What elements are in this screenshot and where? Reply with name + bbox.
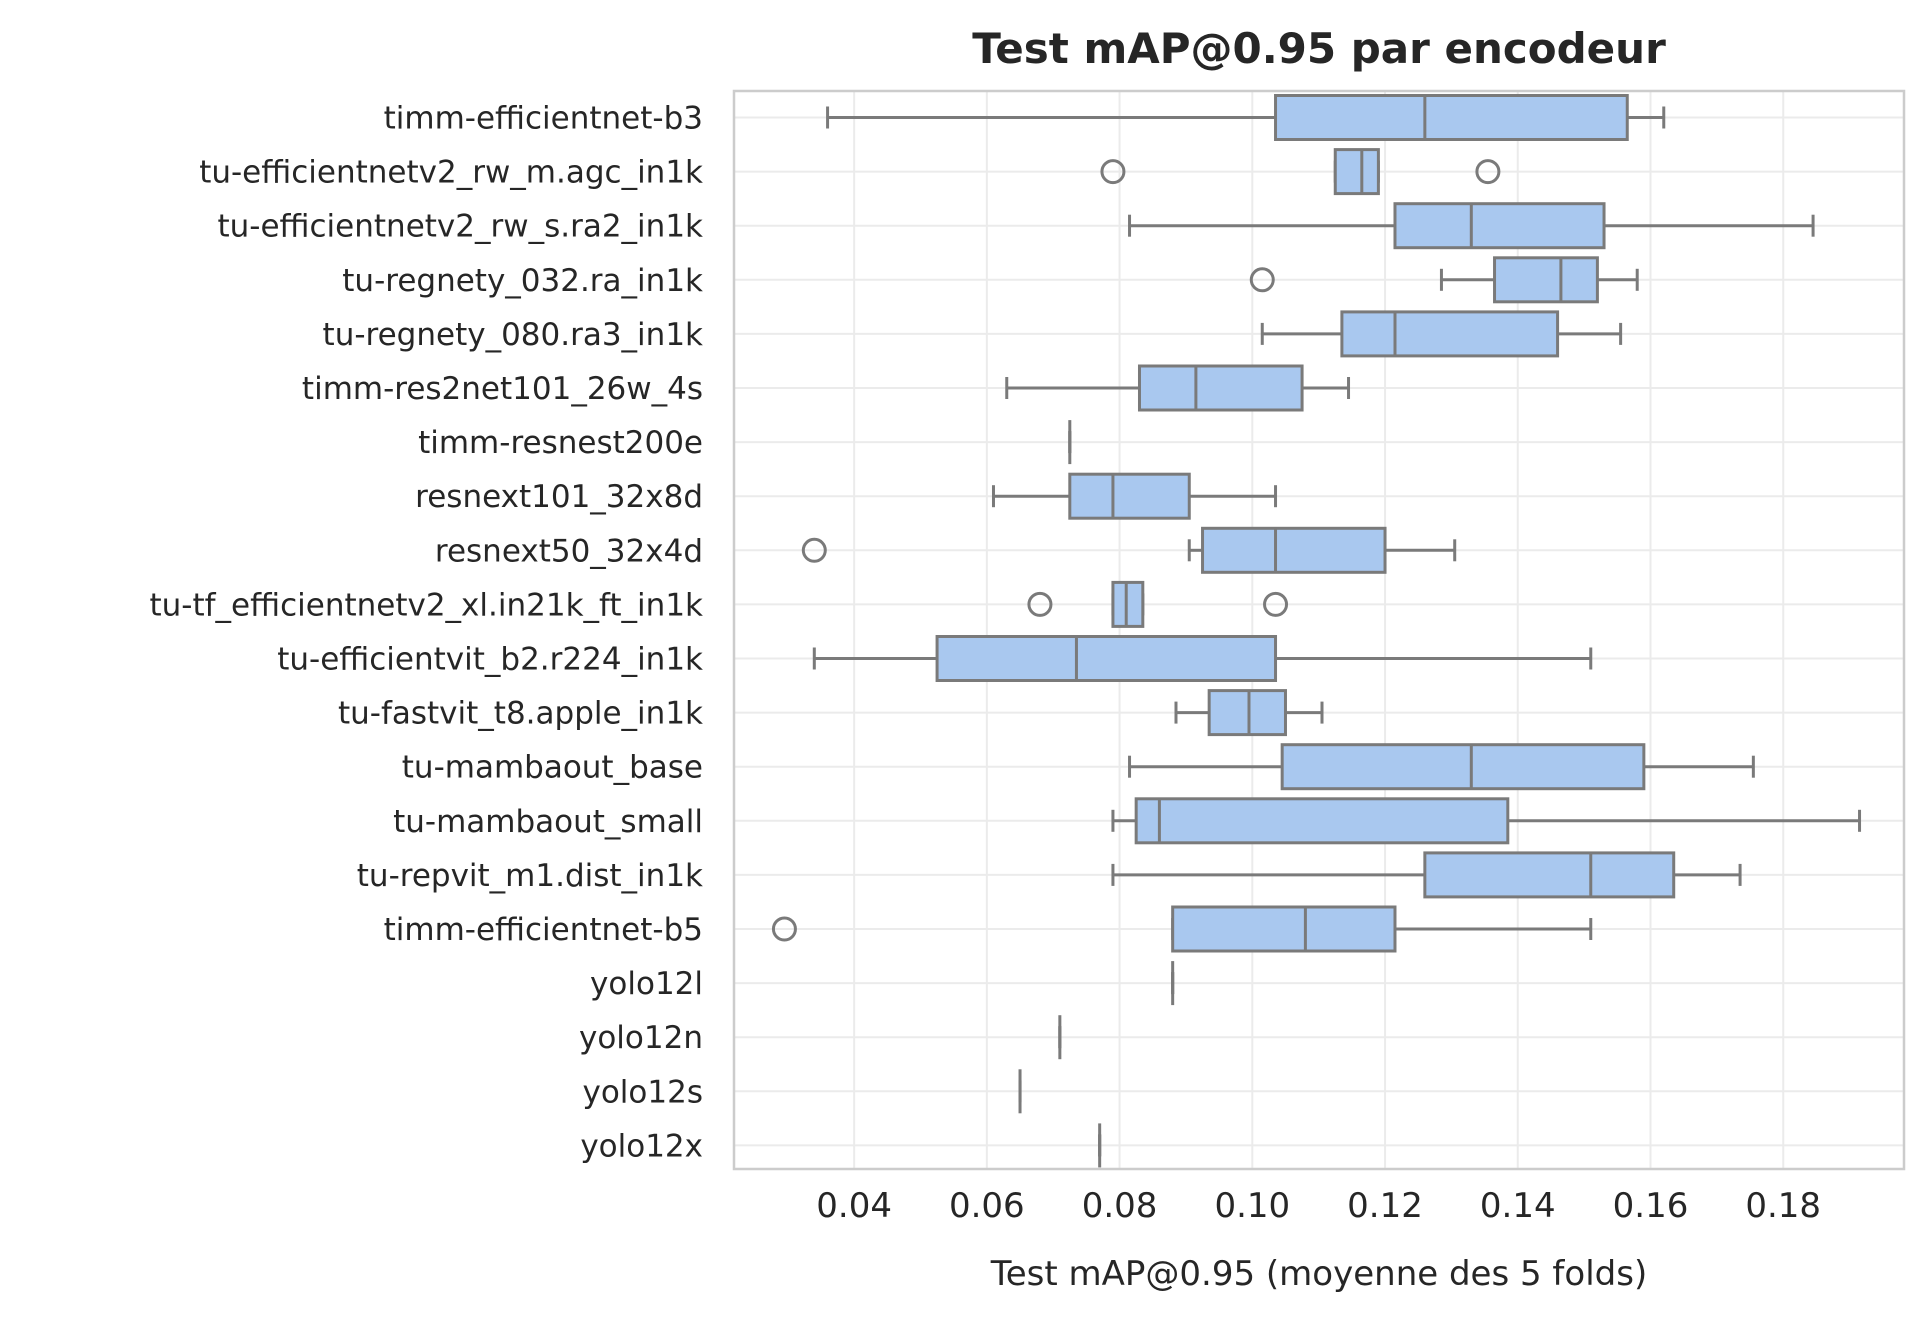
y-tick-label: tu-efficientnetv2_rw_m.agc_in1k [199,155,703,191]
y-tick-label: resnext101_32x8d [415,479,703,515]
x-tick-label: 0.12 [1347,1186,1423,1226]
x-tick-label: 0.16 [1613,1186,1689,1226]
y-tick-label: yolo12n [579,1020,703,1056]
box-iqr [1111,580,1145,628]
y-tick-label: tu-efficientnetv2_rw_s.ra2_in1k [217,209,703,245]
box-iqr [1068,472,1191,520]
outlier-point [1475,159,1501,185]
box-group [1100,148,1501,196]
y-tick-label: yolo12x [580,1128,703,1164]
chart-title: Test mAP@0.95 par encodeur [972,24,1666,73]
y-tick-label: timm-res2net101_26w_4s [302,371,703,407]
box-group [1111,851,1742,899]
box-iqr [935,635,1278,682]
outlier-point [771,916,797,942]
box-iqr [1493,256,1599,304]
y-tick-label: resnext50_32x4d [435,533,703,569]
y-tick-label: yolo12s [583,1074,704,1110]
x-tick-label: 0.06 [949,1186,1025,1226]
box-group [1249,256,1639,304]
plot-frame [732,89,1906,1171]
box-group [1027,580,1289,628]
box-iqr [1201,526,1387,574]
y-tick-label: timm-efficientnet-b3 [384,101,703,137]
box-group [771,905,1593,953]
outlier-point [1263,591,1289,617]
box-iqr [1393,202,1606,250]
box-group [812,635,1593,682]
outlier-point [1100,159,1126,185]
outlier-point [1249,267,1275,293]
y-tick-label: tu-tf_efficientnetv2_xl.in21k_ft_in1k [149,587,703,623]
box-group [1260,310,1623,358]
box-iqr [1207,689,1287,737]
box-group [1128,743,1755,791]
outlier-point [1027,591,1053,617]
box-group [1174,689,1324,737]
box-group [991,472,1278,520]
x-tick-labels: 0.04 0.06 0.08 0.10 0.12 0.14 0.16 0.18 [816,1186,1821,1226]
y-tick-label: tu-regnety_032.ra_in1k [342,263,703,299]
outlier-point [801,537,827,563]
plot-marks [771,94,1862,1168]
box-iqr [1134,797,1510,845]
y-tick-label: tu-efficientvit_b2.r224_in1k [277,642,703,678]
box-iqr [1171,905,1397,953]
x-axis-label: Test mAP@0.95 (moyenne des 5 folds) [990,1254,1647,1294]
box-iqr [1274,94,1629,141]
box-iqr [1333,148,1380,196]
box-iqr [1423,851,1676,899]
box-iqr [1280,743,1646,791]
x-tick-label: 0.18 [1745,1186,1821,1226]
box-group [1128,202,1815,250]
y-tick-label: tu-fastvit_t8.apple_in1k [338,696,703,732]
x-tick-label: 0.08 [1082,1186,1158,1226]
y-tick-label: tu-mambaout_small [393,804,703,840]
y-tick-label: yolo12l [590,966,703,1002]
box-group [1005,364,1351,412]
y-tick-label: tu-regnety_080.ra3_in1k [323,317,703,353]
x-tick-label: 0.10 [1214,1186,1290,1226]
y-tick-labels: timm-efficientnet-b3 tu-efficientnetv2_rw… [149,101,703,1165]
x-tick-label: 0.04 [816,1186,892,1226]
box-iqr [1137,364,1304,412]
box-group [826,94,1666,141]
y-tick-label: timm-resnest200e [418,425,703,461]
x-tick-label: 0.14 [1480,1186,1556,1226]
box-group [801,526,1457,574]
box-iqr [1340,310,1560,358]
y-tick-label: timm-efficientnet-b5 [384,912,703,948]
y-tick-label: tu-mambaout_base [402,750,703,786]
box-group [1111,797,1862,845]
y-tick-label: tu-repvit_m1.dist_in1k [357,858,703,894]
